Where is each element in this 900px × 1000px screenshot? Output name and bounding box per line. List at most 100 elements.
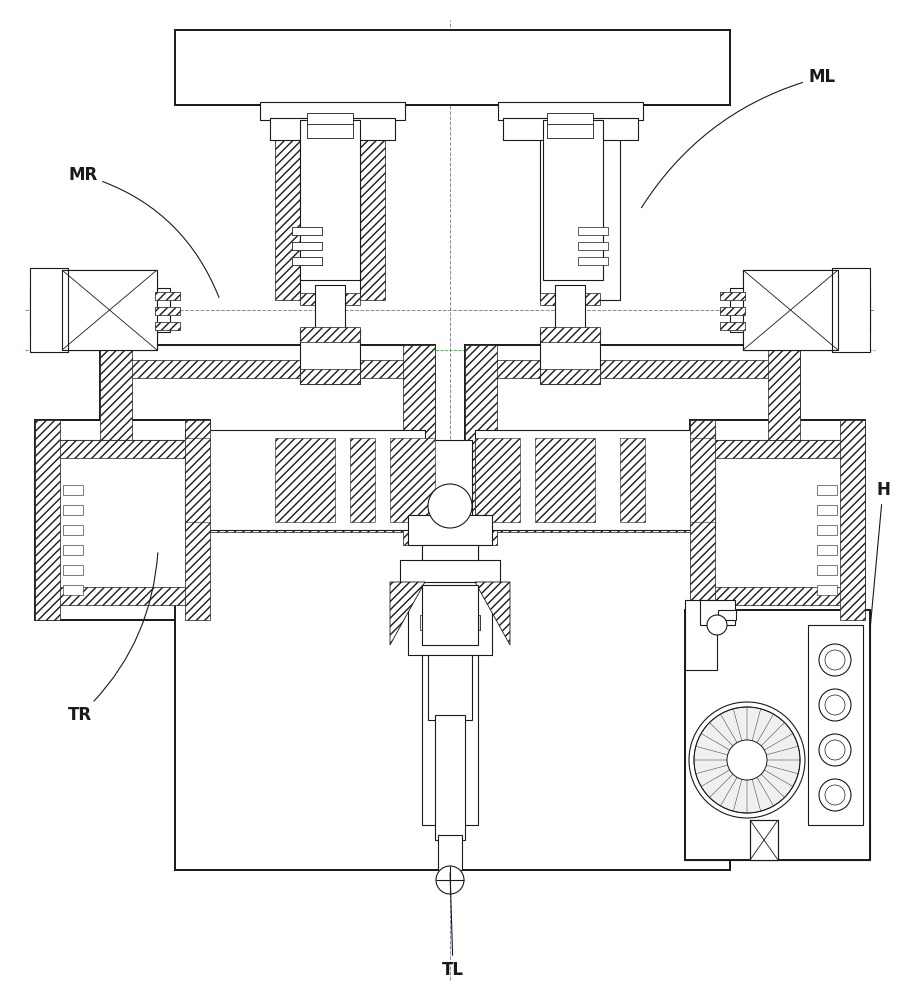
Bar [175, 30, 730, 105]
Bar [720, 307, 745, 315]
Bar [175, 838, 730, 870]
Bar [63, 525, 83, 535]
Bar [128, 360, 407, 378]
Bar [690, 438, 715, 522]
Bar [175, 500, 730, 870]
Bar [100, 345, 435, 545]
Bar [718, 610, 736, 620]
Bar [817, 565, 837, 575]
Circle shape [436, 866, 464, 894]
Text: TR: TR [68, 553, 158, 724]
Bar [498, 102, 643, 120]
Bar [720, 322, 745, 330]
Bar [300, 369, 360, 384]
Bar [720, 292, 745, 300]
Bar [175, 30, 730, 105]
Bar [817, 485, 837, 495]
Bar [713, 440, 842, 458]
Bar [685, 600, 717, 670]
Circle shape [727, 740, 767, 780]
Bar [465, 514, 772, 532]
Bar [750, 820, 778, 860]
Bar [30, 268, 68, 352]
Bar [270, 118, 395, 140]
Bar [35, 420, 210, 620]
Bar [713, 440, 842, 600]
Bar [63, 485, 83, 495]
Bar [690, 420, 865, 620]
Bar [620, 438, 645, 522]
Bar [720, 292, 745, 300]
Bar [63, 545, 83, 555]
Text: ML: ML [642, 68, 835, 208]
Bar [175, 500, 207, 870]
Bar [422, 585, 478, 645]
Bar [35, 420, 60, 620]
Bar [408, 515, 492, 545]
Bar [690, 420, 715, 620]
Bar [750, 820, 778, 860]
Bar [465, 370, 772, 520]
Bar [58, 440, 187, 600]
Bar [743, 270, 838, 350]
Bar [720, 322, 745, 330]
Bar [817, 585, 837, 595]
Bar [540, 329, 600, 384]
Bar [540, 293, 600, 305]
Bar [307, 124, 353, 138]
Bar [260, 102, 405, 120]
Text: MR: MR [68, 166, 219, 297]
Bar [175, 500, 730, 532]
Text: H: H [870, 481, 890, 627]
Bar [840, 420, 865, 620]
Bar [292, 257, 322, 265]
Bar [555, 285, 585, 340]
Bar [420, 615, 480, 630]
Bar [175, 500, 730, 870]
Bar [292, 227, 322, 235]
Bar [275, 438, 335, 522]
Bar [685, 600, 717, 670]
Bar [63, 585, 83, 595]
Bar [428, 620, 472, 720]
Bar [100, 345, 435, 545]
Bar [58, 587, 187, 605]
Bar [578, 242, 608, 250]
Bar [743, 270, 838, 350]
Bar [832, 268, 870, 352]
Polygon shape [390, 582, 425, 645]
Bar [292, 242, 322, 250]
Circle shape [825, 650, 845, 670]
Bar [300, 105, 360, 300]
Bar [63, 565, 83, 575]
Bar [155, 307, 180, 315]
Text: TL: TL [442, 873, 464, 979]
Bar [155, 322, 180, 330]
Bar [465, 370, 772, 520]
Bar [62, 270, 157, 350]
Bar [63, 505, 83, 515]
Bar [408, 575, 492, 655]
Bar [185, 420, 210, 620]
Bar [595, 105, 620, 300]
Bar [808, 625, 863, 825]
Bar [62, 270, 157, 350]
Bar [713, 440, 842, 600]
Bar [30, 288, 170, 332]
Bar [408, 575, 492, 655]
Bar [300, 293, 360, 305]
Circle shape [819, 689, 851, 721]
Bar [58, 440, 187, 600]
Bar [128, 514, 407, 532]
Bar [428, 440, 472, 560]
Bar [743, 270, 838, 350]
Bar [415, 527, 485, 545]
Bar [768, 345, 800, 545]
Bar [292, 227, 322, 235]
Bar [540, 369, 600, 384]
Bar [275, 105, 300, 300]
Bar [400, 560, 500, 582]
Bar [465, 345, 800, 545]
Bar [408, 515, 492, 545]
Bar [58, 440, 187, 458]
